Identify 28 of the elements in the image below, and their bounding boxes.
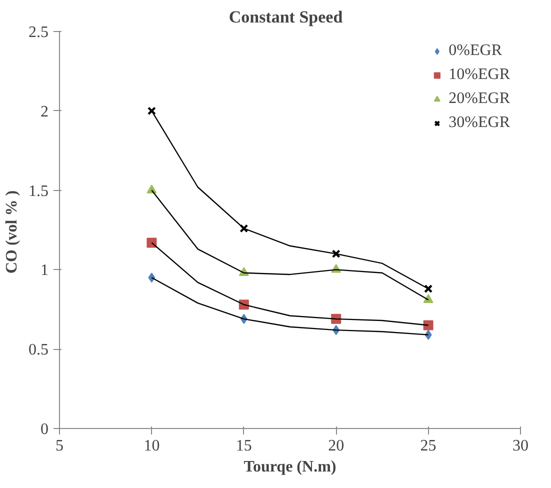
legend-label: 20%EGR: [448, 90, 510, 108]
point: [240, 224, 248, 233]
y-tick-label: 1.5: [28, 182, 48, 200]
line-series: [151, 110, 429, 290]
x-axis-title: Tourqe (N.m): [244, 458, 336, 476]
point: [146, 238, 157, 248]
x-tick-label: 5: [56, 438, 64, 454]
point: [332, 250, 340, 258]
point: [423, 294, 434, 303]
legend-label: 30%EGR: [448, 114, 510, 132]
legend-label: 10%EGR: [448, 66, 510, 84]
y-tick-label: 2.5: [28, 24, 48, 41]
x-tick-label: 30: [512, 438, 528, 454]
y-tick-label: 1: [40, 262, 48, 280]
point: [148, 272, 156, 283]
chart-title: Constant Speed: [228, 8, 344, 26]
x-tick-label: 25: [420, 438, 436, 454]
y-tick-label: 0: [40, 421, 48, 438]
point: [423, 320, 434, 330]
y-tick-label: 0.5: [28, 342, 48, 359]
point: [147, 106, 156, 116]
y-tick-label: 2: [40, 103, 48, 120]
legend-label: 0%EGR: [448, 42, 502, 60]
x-tick-label: 15: [236, 438, 252, 454]
y-axis-title: CO (vol % ): [4, 190, 20, 274]
x-tick-label: 10: [144, 438, 160, 454]
x-tick-label: 20: [328, 438, 344, 454]
point: [424, 284, 433, 294]
